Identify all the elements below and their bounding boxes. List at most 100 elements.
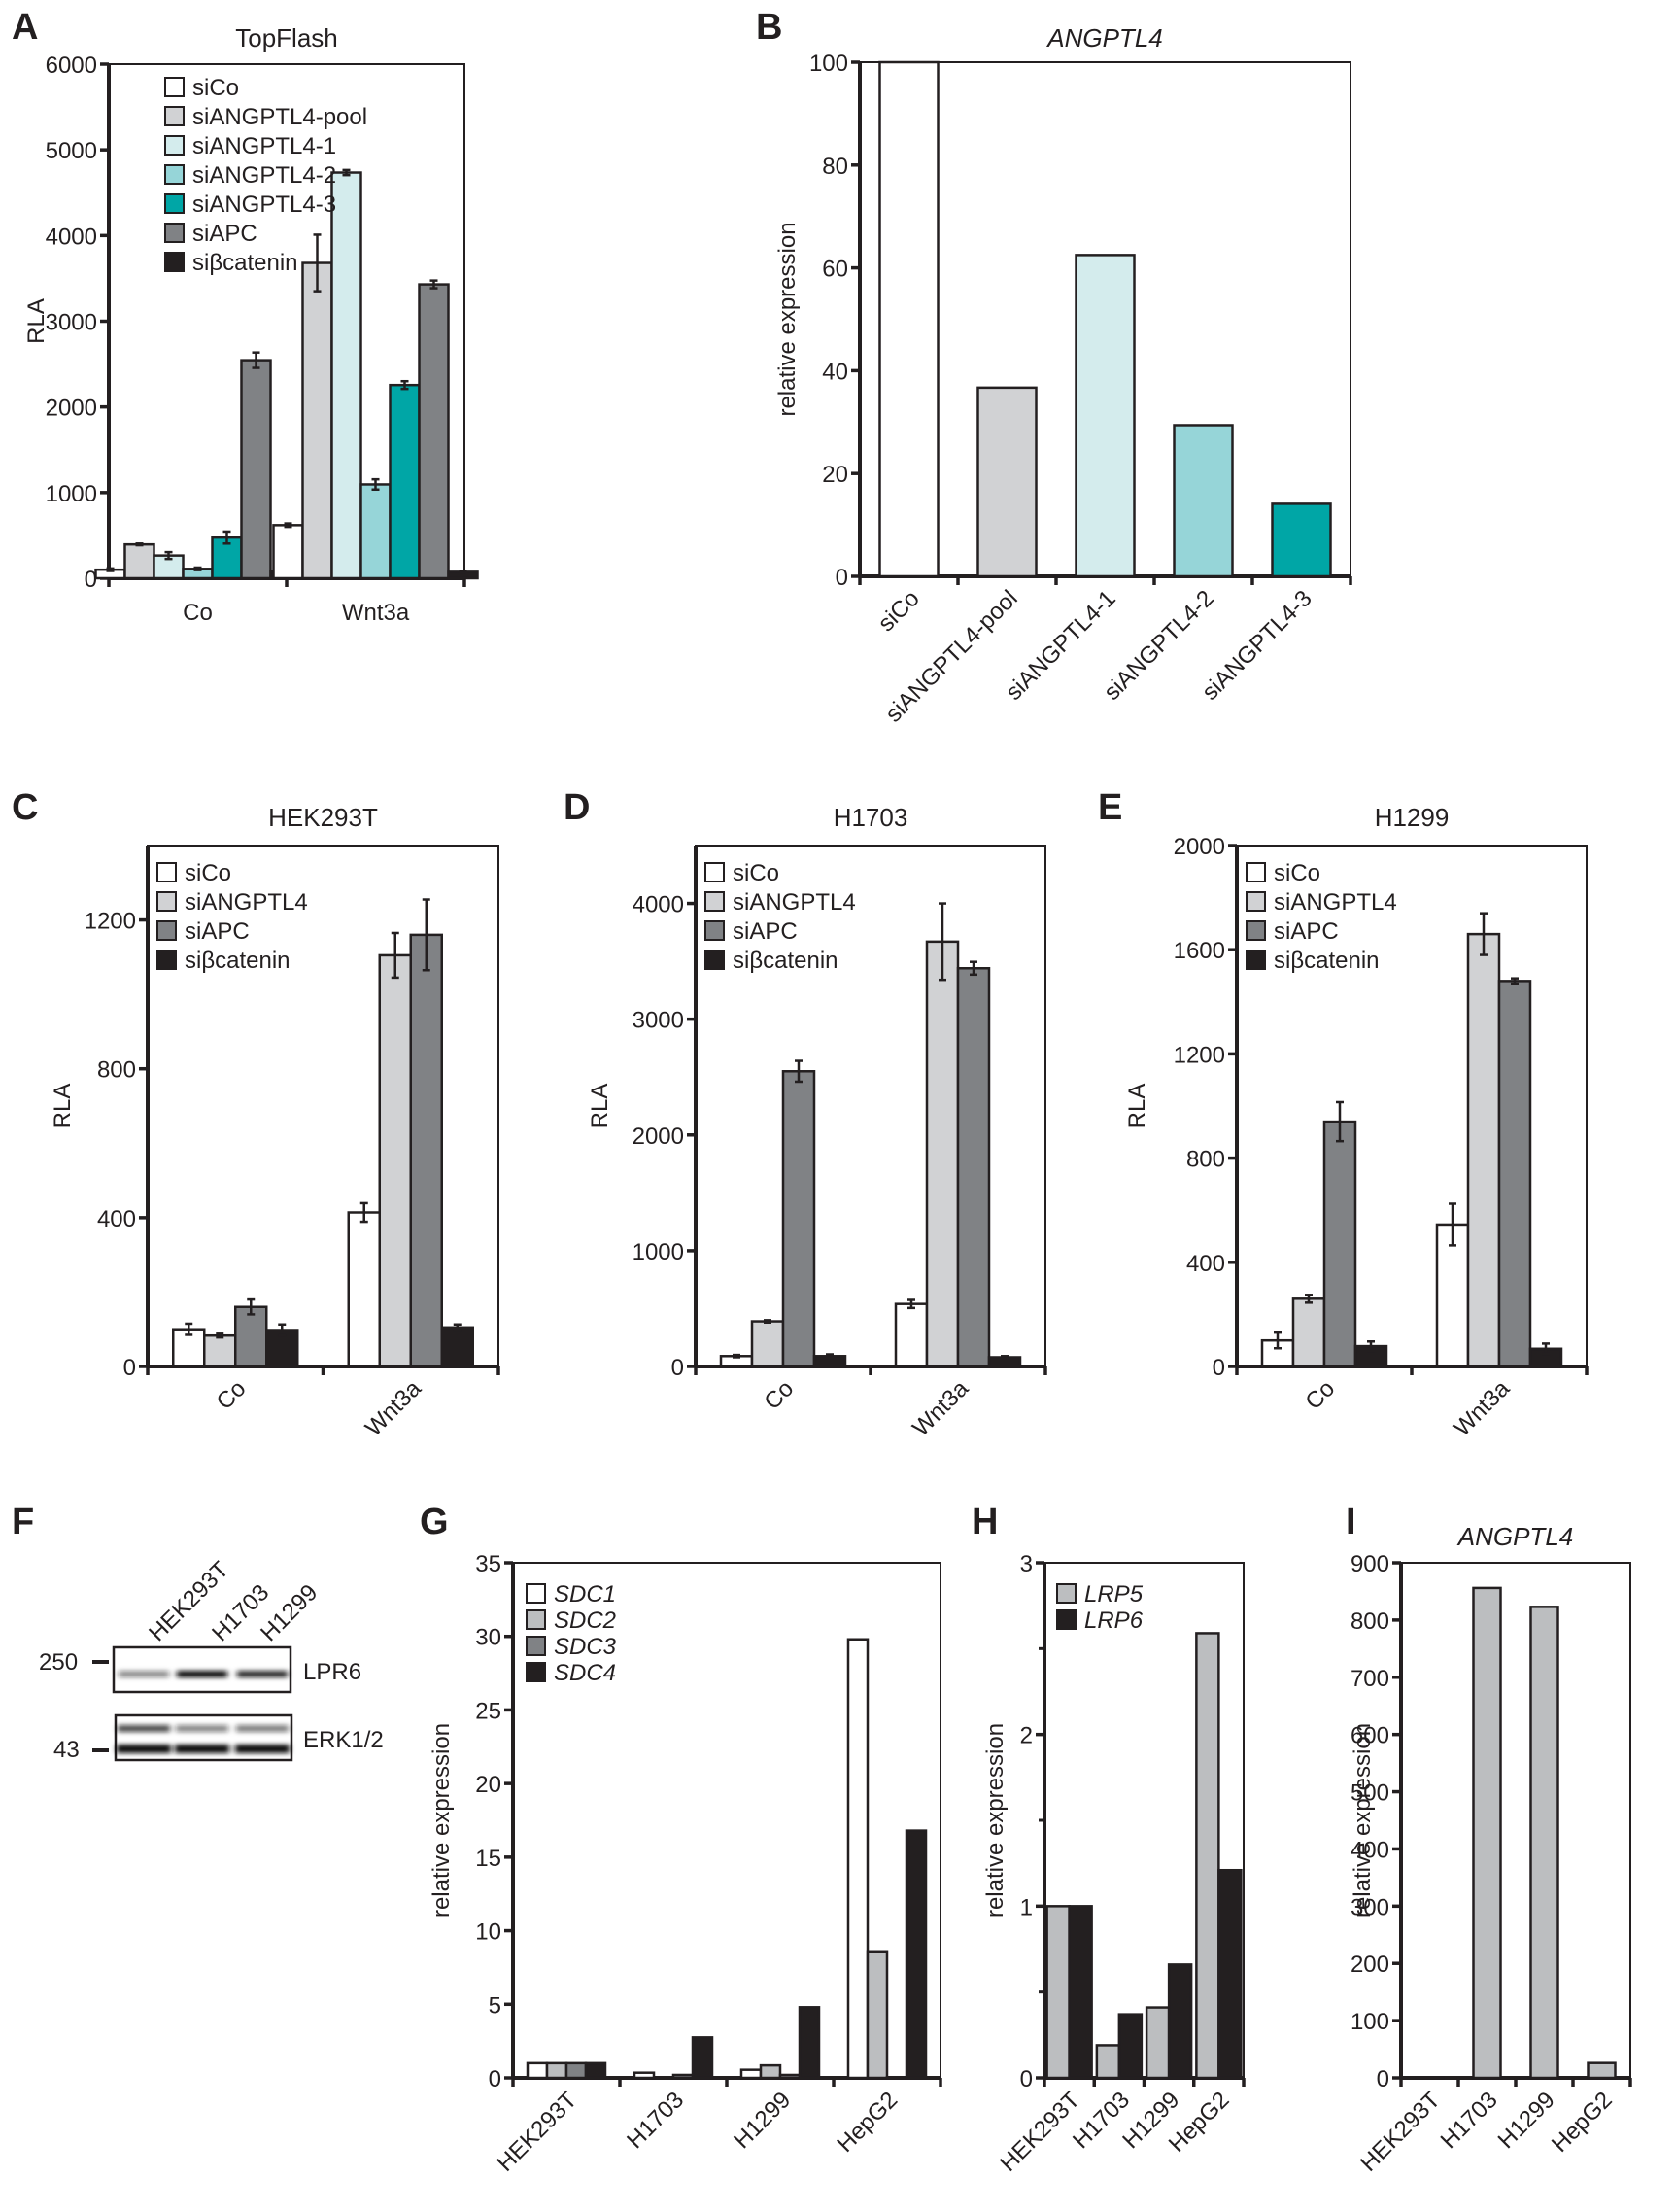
bar [759,2063,782,2080]
y-axis-label: relative expression [1350,1723,1376,1918]
band-lpr6 [237,1671,288,1677]
band-erk-lower [175,1745,229,1753]
band-lpr6 [177,1671,227,1677]
category-label: H1703 [1436,2087,1503,2154]
panel-label-a: A [12,7,38,48]
legend-label: LRP6 [1084,1607,1144,1634]
chart-panel-e: 0 400 800 1200 1600 2000 RLA H1299 Co Wnt3a siCo si… [1124,803,1589,1442]
y-tick-label: 1 [1020,1894,1033,1920]
chart-title: HEK293T [268,803,378,832]
bar [894,1302,929,1368]
chart-panel-c: 0 400 800 1200 RLA HEK293T Co Wnt3a siCo siANGPTL… [50,803,500,1441]
y-tick-label: 30 [475,1625,501,1651]
legend-label: SDC3 [554,1634,617,1660]
legend-swatch [526,1636,546,1656]
legend-label: siANGPTL4 [733,889,856,916]
bar [1075,254,1136,578]
legend-swatch [1246,891,1266,912]
erk-bands [117,1725,290,1753]
bar [1145,2006,1171,2080]
bar [885,2075,908,2080]
legend-swatch [164,135,185,156]
plot-frame [1400,1562,1631,2079]
chart-title: ANGPTL4 [1045,23,1163,52]
bar [956,967,991,1368]
y-tick-label: 10 [475,1919,501,1946]
y-tick-label: 4000 [46,224,97,250]
band-label-lpr6: LPR6 [303,1659,361,1685]
y-tick-label: 2000 [46,396,97,422]
category-label: HepG2 [1547,2087,1618,2158]
y-tick-label: 1600 [1174,938,1225,964]
y-tick-label: 3 [1020,1551,1033,1577]
y-tick-label: 1200 [85,909,136,935]
bar [123,542,155,580]
legend-label: siAPC [1274,918,1339,945]
category-label: HEK293T [493,2087,583,2177]
bar [272,524,304,580]
legend-swatch [704,891,725,912]
y-tick-label: 500 [1351,1780,1389,1807]
y-axis-label: RLA [50,1084,76,1129]
y-tick-label: 0 [1377,2066,1389,2092]
legend-swatch [1246,862,1266,882]
y-tick-label: 1000 [46,481,97,507]
y-tick-label: 400 [1351,1837,1389,1863]
y-tick-label: 60 [822,257,848,283]
category-label: Co [183,600,213,626]
y-tick-label: 5 [489,1992,501,2019]
y-tick-label: 0 [671,1355,684,1381]
panel-label-d: D [564,787,590,828]
legend-label: siCo [185,860,231,886]
legend-label: siCo [1274,860,1320,886]
bar [1045,1905,1071,2080]
bar [418,283,450,580]
bar [378,953,412,1368]
bar [330,171,362,580]
legend-label: siβcatenin [192,250,298,276]
y-tick-label: 15 [475,1846,501,1872]
band-erk-upper [236,1725,289,1732]
marker-43-label: 43 [53,1737,80,1763]
panel-label-e: E [1098,787,1122,828]
bar [976,386,1038,578]
bar [1095,2044,1121,2080]
legend-swatch [156,950,177,970]
band-label-erk: ERK1/2 [303,1727,384,1753]
y-tick-label: 1000 [633,1239,684,1265]
y-axis-label: relative expression [428,1723,455,1918]
y-tick-label: 2000 [633,1123,684,1150]
y-tick-label: 80 [822,154,848,180]
legend-label: siANGPTL4-pool [192,104,367,130]
bar [671,2073,695,2080]
y-axis-label: relative expression [982,1723,1009,1918]
y-tick-label: 1200 [1174,1042,1225,1068]
blot-box-lpr6 [112,1645,292,1694]
y-tick-label: 0 [123,1355,136,1381]
y-tick-label: 0 [85,567,97,593]
chart-panel-i: 0 100 200 300 400 500 600 700 800 900 relative exp… [1350,1522,1632,2177]
y-tick-label: 40 [822,359,848,385]
legend-label: SDC4 [554,1660,616,1686]
legend-swatch [1246,950,1266,970]
bar [564,2061,588,2080]
band-lpr6 [119,1671,169,1677]
category-label: siCo [873,585,925,637]
bar [359,483,392,580]
bar [750,1320,785,1368]
bar [1117,2013,1144,2080]
bar [691,2036,714,2080]
bar [1497,980,1532,1368]
category-label: H1703 [622,2087,689,2154]
bar [409,933,443,1368]
y-tick-label: 900 [1351,1551,1389,1577]
legend-swatch [704,950,725,970]
bar [347,1211,381,1368]
category-label: Wnt3a [1449,1375,1516,1442]
category-label: Co [759,1375,799,1415]
y-axis-label: RLA [587,1084,613,1129]
y-tick-label: 0 [489,2066,501,2092]
bar [1322,1120,1357,1368]
